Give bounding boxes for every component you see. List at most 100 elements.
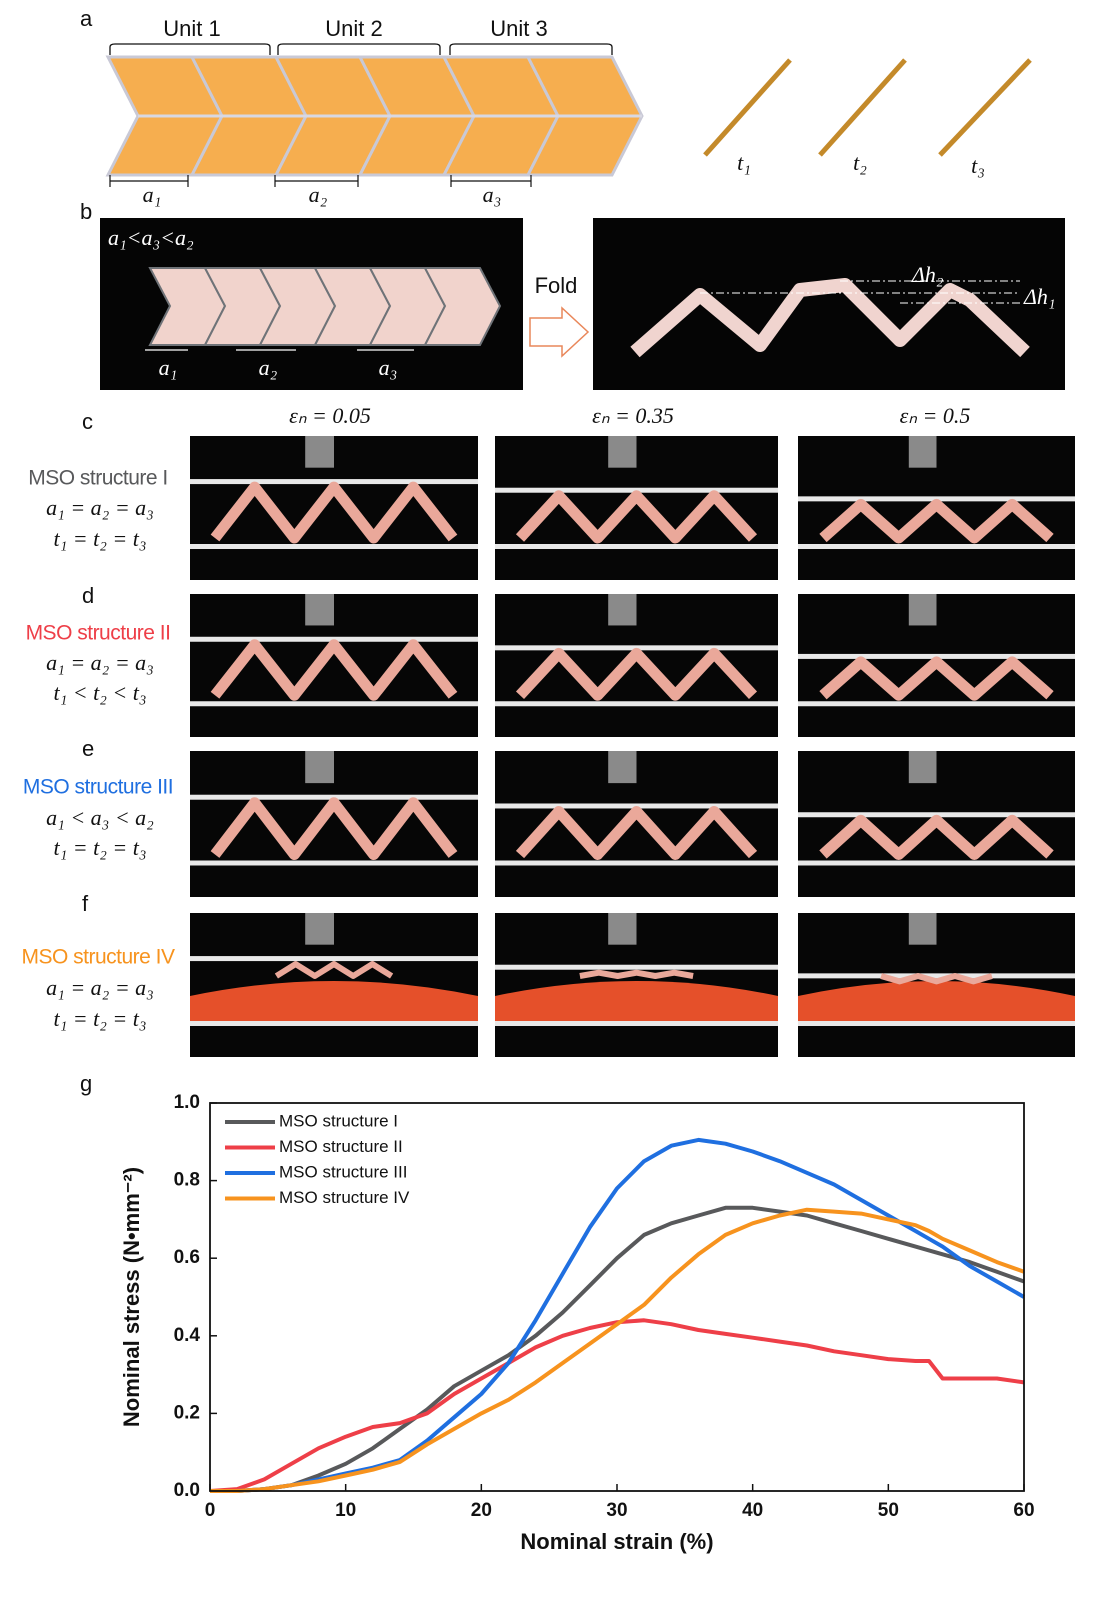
strain-label: εₙ = 0.05 — [289, 403, 371, 428]
bottom-plate — [495, 861, 778, 866]
load-cell — [305, 913, 334, 945]
length-label: a₁ — [143, 182, 162, 207]
top-plate — [190, 956, 478, 961]
x-tick-label: 20 — [471, 1500, 492, 1521]
structure-name: MSO structure II — [26, 622, 171, 645]
height-label: Δh₂ — [911, 262, 944, 287]
plot-frame — [210, 1103, 1024, 1491]
series-line — [210, 1320, 1024, 1491]
thickness-condition: t₁ = t₂ = t₃ — [54, 526, 147, 551]
y-tick-label: 0.2 — [174, 1402, 200, 1423]
load-cell — [305, 594, 334, 625]
specimen — [580, 973, 693, 976]
x-tick-label: 50 — [878, 1500, 899, 1521]
length-label: a₃ — [379, 355, 398, 380]
top-plate — [798, 973, 1075, 978]
load-cell — [608, 913, 636, 945]
bottom-plate — [495, 544, 778, 549]
geometry-condition: a₁ = a₂ = a₃ — [46, 650, 154, 675]
panel-letter: g — [80, 1071, 92, 1096]
bottom-plate — [495, 701, 778, 706]
panel-letter: a — [80, 6, 93, 31]
unit-label: Unit 1 — [163, 16, 220, 41]
bottom-plate — [798, 544, 1075, 549]
figure: a Unit 1 Unit 2 Unit 3 a₁ a₂ a₃ t₁ t₂ t₃… — [0, 0, 1107, 1615]
load-cell — [909, 913, 937, 945]
load-cell — [305, 436, 334, 468]
panel-letter: f — [82, 891, 89, 916]
strain-label: εₙ = 0.5 — [900, 403, 971, 428]
bottom-plate — [798, 1021, 1075, 1026]
bottom-plate — [190, 544, 478, 549]
bottom-plate — [798, 701, 1075, 706]
fold-arrow — [530, 308, 588, 356]
series-line — [210, 1210, 1024, 1491]
length-label: a₂ — [309, 182, 328, 207]
bottom-plate — [798, 861, 1075, 866]
thickness-condition: t₁ = t₂ = t₃ — [54, 1006, 147, 1031]
fold-label: Fold — [535, 273, 578, 298]
hinge-plate — [820, 60, 905, 155]
top-plate — [495, 965, 778, 970]
x-axis-label: Nominal strain (%) — [520, 1529, 713, 1554]
length-label: a₃ — [483, 182, 502, 207]
x-tick-label: 0 — [205, 1500, 216, 1521]
strain-label: εₙ = 0.35 — [592, 403, 674, 428]
load-cell — [909, 436, 937, 468]
x-tick-label: 40 — [742, 1500, 763, 1521]
structure-name: MSO structure IV — [21, 946, 175, 969]
panel-letter: b — [80, 199, 92, 224]
structure-name: MSO structure I — [28, 467, 168, 490]
chart: 0.0 0.2 0.4 0.6 0.8 1.0 0 10 20 30 40 50 60 Nominal s… — [119, 1092, 1035, 1554]
load-cell — [608, 594, 636, 625]
panel-letter: d — [82, 583, 94, 608]
load-cell — [608, 436, 636, 468]
thickness-condition: t₁ < t₂ < t₃ — [54, 680, 147, 705]
x-tick-label: 30 — [606, 1500, 627, 1521]
bottom-plate — [495, 1021, 778, 1026]
thickness-label: t₃ — [971, 153, 985, 178]
hinge-plate — [940, 60, 1030, 155]
bottom-plate — [190, 861, 478, 866]
thickness-label: t₁ — [737, 150, 751, 175]
bottom-plate — [190, 1021, 478, 1026]
condition-label: a₁<a₃<a₂ — [108, 225, 194, 250]
y-tick-label: 0.4 — [174, 1325, 201, 1346]
load-cell — [909, 751, 937, 783]
legend-label: MSO structure I — [279, 1111, 398, 1130]
load-cell — [909, 594, 937, 625]
printed-strip — [150, 268, 500, 345]
bottom-plate — [190, 701, 478, 706]
folded-model — [705, 0, 1107, 155]
panel-letter: c — [82, 409, 93, 434]
structure-name: MSO structure III — [23, 776, 173, 799]
geometry-condition: a₁ < a₃ < a₂ — [46, 805, 154, 830]
length-label: a₁ — [159, 355, 178, 380]
chevron-strip — [108, 57, 642, 175]
geometry-condition: a₁ = a₂ = a₃ — [46, 495, 154, 520]
geometry-condition: a₁ = a₂ = a₃ — [46, 975, 154, 1000]
x-tick-label: 10 — [335, 1500, 356, 1521]
height-label: Δh₁ — [1023, 284, 1056, 309]
y-tick-label: 0.8 — [174, 1170, 200, 1191]
panel-letter: e — [82, 736, 94, 761]
series-line — [210, 1208, 1024, 1491]
legend-label: MSO structure IV — [279, 1188, 410, 1207]
thickness-condition: t₁ = t₂ = t₃ — [54, 835, 147, 860]
legend-label: MSO structure II — [279, 1137, 403, 1156]
unit-label: Unit 3 — [490, 16, 547, 41]
thickness-label: t₂ — [853, 150, 867, 175]
load-cell — [608, 751, 636, 783]
x-tick-label: 60 — [1013, 1500, 1034, 1521]
y-tick-label: 0.6 — [174, 1247, 200, 1268]
y-tick-label: 0.0 — [174, 1480, 200, 1501]
test-photos: c MSO structure I a₁ = a₂ = a₃ t₁ = t₂ = t₃… — [21, 409, 1075, 1057]
legend-label: MSO structure III — [279, 1162, 407, 1181]
y-tick-label: 1.0 — [174, 1092, 200, 1113]
load-cell — [305, 751, 334, 783]
unit-label: Unit 2 — [325, 16, 382, 41]
hinge-plate — [705, 60, 790, 155]
unit-brackets — [110, 44, 612, 55]
photo — [593, 218, 1065, 390]
y-axis-label: Nominal stress (N•mm⁻²) — [119, 1167, 144, 1427]
